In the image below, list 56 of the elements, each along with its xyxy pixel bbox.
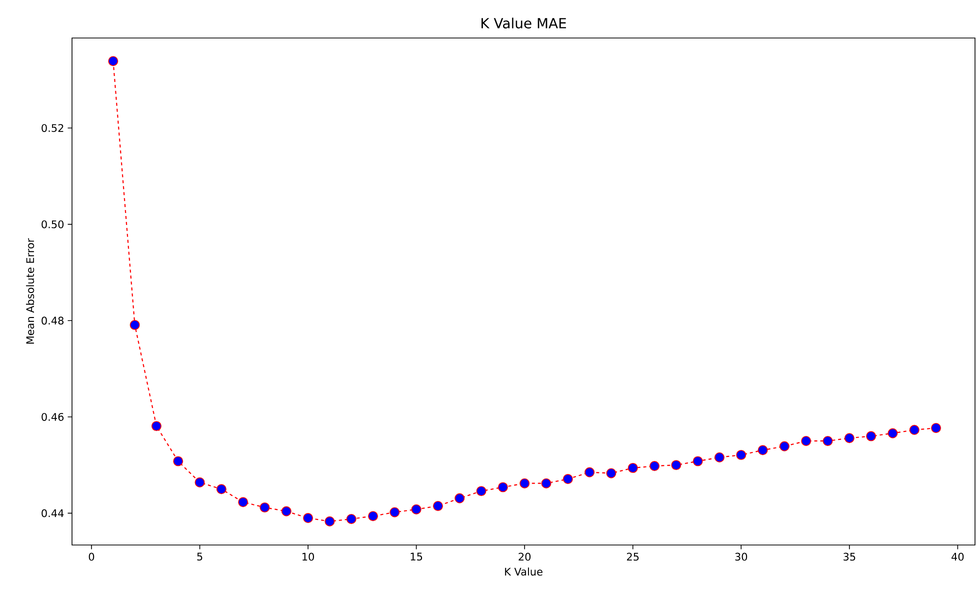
y-axis-title: Mean Absolute Error	[26, 238, 34, 344]
x-tick-label: 25	[626, 552, 639, 561]
point	[368, 511, 378, 522]
x-tick-label: 35	[844, 552, 856, 561]
point	[194, 477, 205, 488]
point	[260, 502, 270, 512]
point	[692, 456, 703, 466]
y-tick-label: 0.50	[42, 220, 64, 228]
point	[931, 423, 942, 433]
point	[779, 441, 790, 452]
point	[238, 497, 248, 508]
point	[909, 424, 920, 435]
x-tick-label: 20	[518, 552, 531, 561]
point	[390, 507, 400, 518]
point	[844, 433, 854, 444]
point	[801, 436, 812, 446]
point	[758, 445, 768, 456]
point	[173, 456, 184, 466]
point	[411, 504, 422, 514]
x-tick-label: 15	[410, 552, 422, 561]
point	[541, 478, 552, 488]
point	[520, 478, 530, 488]
point	[432, 501, 443, 511]
point	[151, 421, 162, 432]
point	[584, 467, 595, 478]
point	[324, 516, 335, 526]
point	[454, 493, 465, 504]
point	[281, 506, 292, 516]
point	[476, 486, 486, 496]
x-tick-label: 30	[735, 552, 748, 561]
point	[671, 460, 682, 470]
point	[866, 431, 876, 442]
point	[606, 468, 616, 478]
point	[736, 450, 746, 460]
y-tick-label: 0.52	[42, 124, 64, 132]
point	[346, 514, 356, 524]
point	[303, 513, 314, 524]
point	[130, 320, 140, 330]
y-tick-label: 0.48	[42, 316, 64, 325]
x-tick-label: 40	[952, 552, 964, 561]
point	[628, 462, 638, 473]
x-axis-title: K Value	[505, 568, 542, 576]
point	[888, 428, 898, 438]
point	[216, 484, 226, 494]
y-tick-label: 0.46	[42, 412, 64, 421]
point	[822, 436, 833, 446]
y-tick-label: 0.44	[42, 509, 64, 518]
point	[650, 461, 660, 472]
point	[108, 56, 118, 66]
chart-title: K Value MAE	[482, 18, 566, 28]
point	[714, 452, 724, 462]
point	[498, 482, 508, 492]
x-tick-label: 10	[302, 552, 314, 561]
point	[562, 474, 573, 484]
x-tick-label: 5	[197, 552, 202, 561]
x-tick-label: 0	[88, 552, 94, 561]
